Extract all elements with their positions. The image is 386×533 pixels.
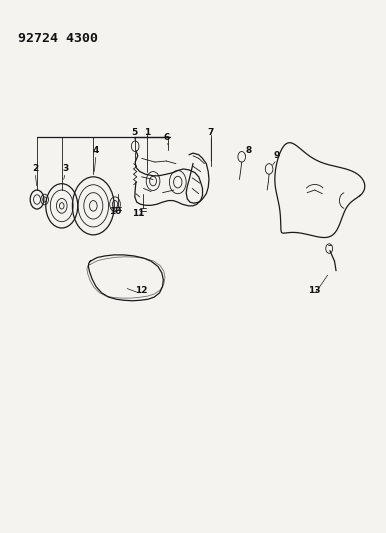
Text: 7: 7 bbox=[207, 127, 213, 136]
Text: 9: 9 bbox=[274, 151, 280, 160]
Text: 6: 6 bbox=[163, 133, 169, 142]
Text: 12: 12 bbox=[135, 286, 148, 295]
Text: 1: 1 bbox=[144, 127, 151, 136]
Text: 11: 11 bbox=[132, 209, 144, 218]
Text: 13: 13 bbox=[308, 286, 321, 295]
Text: 5: 5 bbox=[131, 127, 137, 136]
Text: 3: 3 bbox=[63, 164, 69, 173]
Text: 4: 4 bbox=[93, 146, 99, 155]
Text: 10: 10 bbox=[109, 207, 121, 216]
Text: 2: 2 bbox=[32, 164, 38, 173]
Text: 92724 4300: 92724 4300 bbox=[18, 32, 98, 45]
Text: 8: 8 bbox=[245, 146, 251, 155]
